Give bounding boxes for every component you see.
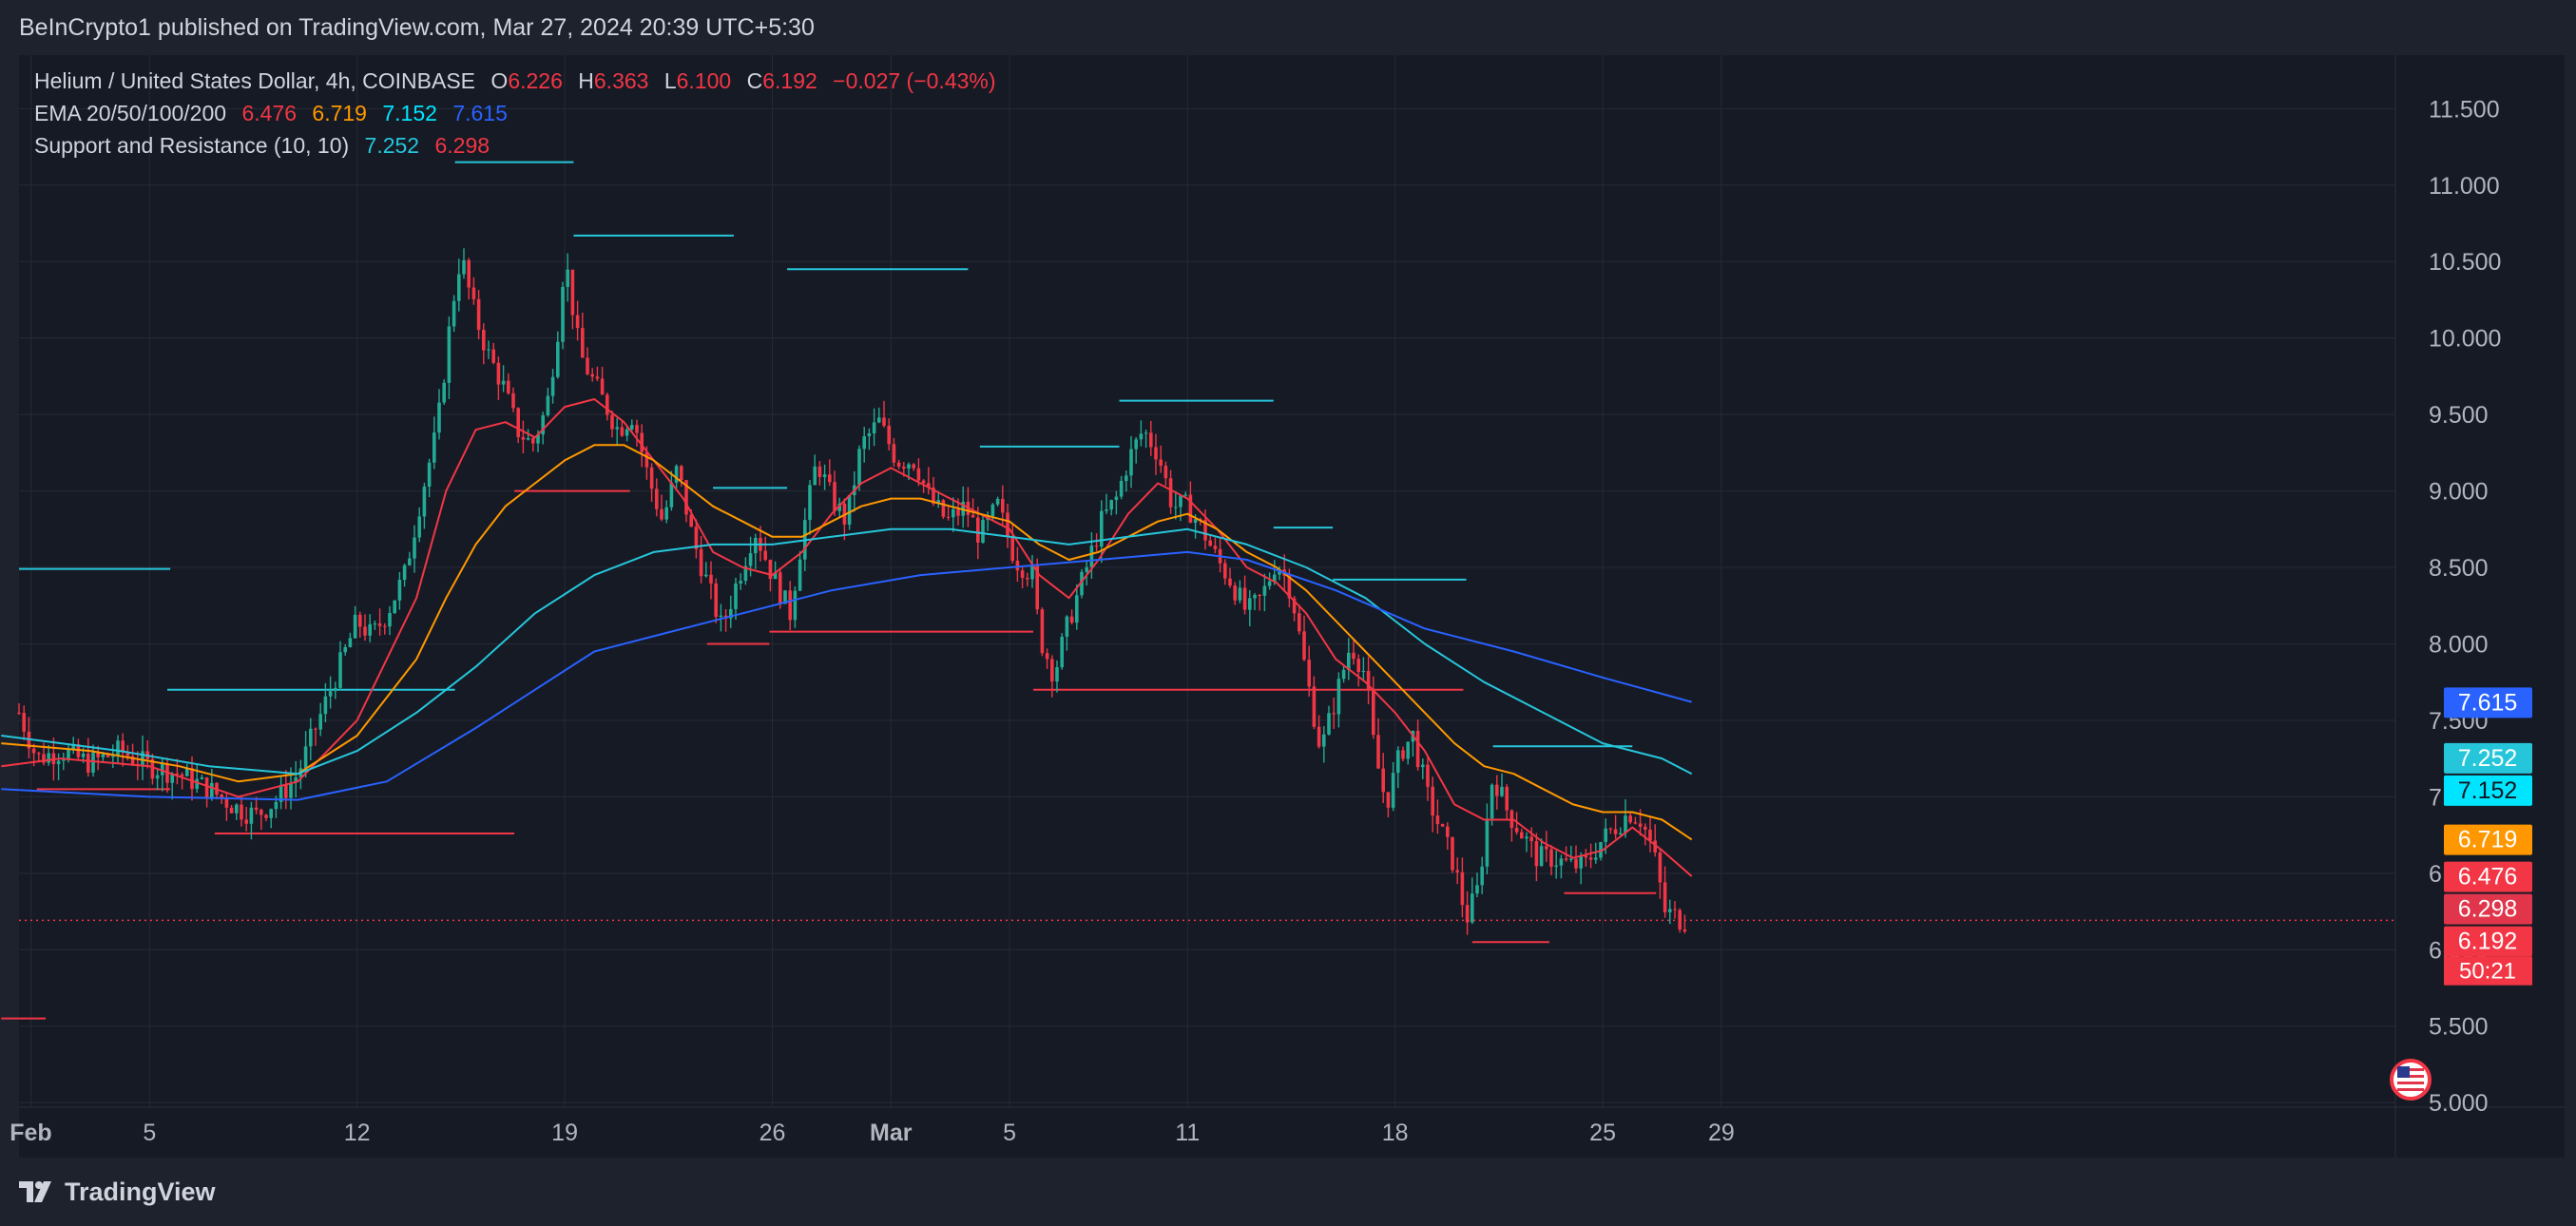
tradingview-logo-icon bbox=[19, 1181, 51, 1202]
sr-support-value: 6.298 bbox=[434, 133, 490, 158]
published-text: BeInCrypto1 published on TradingView.com… bbox=[19, 13, 815, 41]
legend-ema-row[interactable]: EMA 20/50/100/200 6.476 6.719 7.152 7.61… bbox=[34, 97, 996, 129]
chart-panel[interactable] bbox=[19, 55, 2565, 1158]
ema200-value: 7.615 bbox=[452, 101, 508, 125]
high-label: H bbox=[578, 68, 594, 93]
chart-legend: Helium / United States Dollar, 4h, COINB… bbox=[34, 65, 996, 162]
ema20-value: 6.476 bbox=[241, 101, 298, 125]
sr-indicator-label: Support and Resistance (10, 10) bbox=[34, 133, 350, 158]
ema50-value: 6.719 bbox=[312, 101, 367, 125]
low-value: 6.100 bbox=[676, 68, 732, 93]
tradingview-logo[interactable]: TradingView bbox=[19, 1178, 216, 1207]
legend-sr-row[interactable]: Support and Resistance (10, 10) 7.252 6.… bbox=[34, 129, 996, 162]
close-label: C bbox=[746, 68, 763, 93]
price-change: −0.027 (−0.43%) bbox=[833, 68, 996, 93]
high-value: 6.363 bbox=[593, 68, 649, 93]
close-value: 6.192 bbox=[762, 68, 817, 93]
publish-header: BeInCrypto1 published on TradingView.com… bbox=[0, 0, 2576, 55]
ema-indicator-label: EMA 20/50/100/200 bbox=[34, 101, 227, 125]
low-label: L bbox=[663, 68, 677, 93]
open-value: 6.226 bbox=[508, 68, 563, 93]
legend-symbol-row[interactable]: Helium / United States Dollar, 4h, COINB… bbox=[34, 65, 996, 97]
footer-bar: TradingView bbox=[0, 1158, 2576, 1226]
tradingview-brand: TradingView bbox=[65, 1177, 216, 1206]
symbol-title: Helium / United States Dollar, 4h, COINB… bbox=[34, 68, 476, 93]
open-label: O bbox=[490, 68, 509, 93]
ema100-value: 7.152 bbox=[382, 101, 437, 125]
sr-resistance-value: 7.252 bbox=[364, 133, 420, 158]
